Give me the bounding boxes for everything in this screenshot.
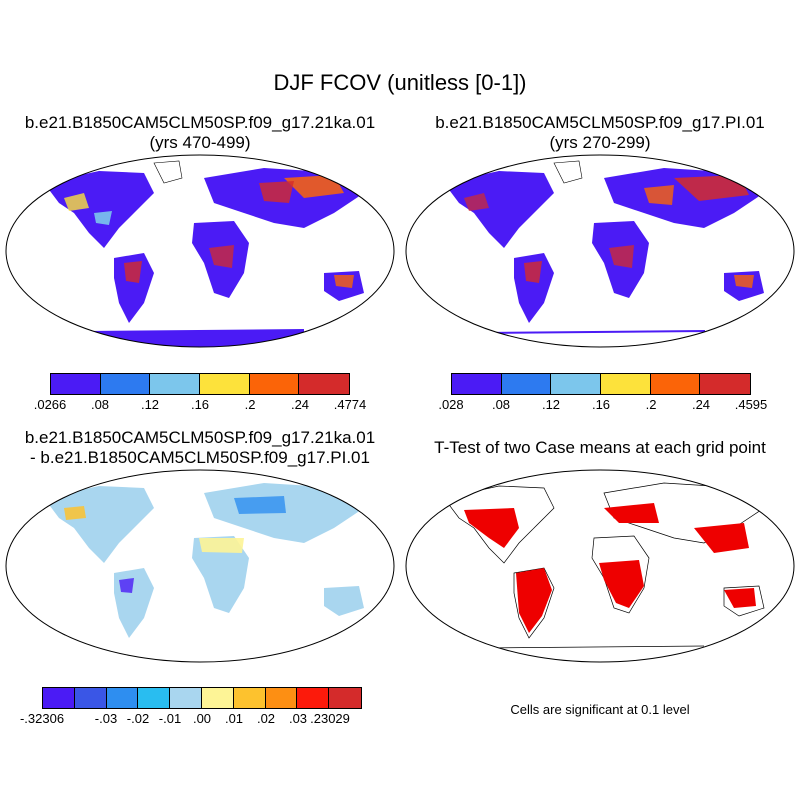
colorbar-box [452, 374, 502, 394]
colorbar-tick-label: .0266 [33, 397, 67, 412]
colorbar-tick-label: -.01 [158, 711, 182, 726]
significant-cells [464, 503, 756, 633]
colorbar-box [199, 374, 250, 394]
colorbar-box [297, 688, 330, 708]
colorbar-box [329, 688, 361, 708]
colorbar-tick-label: .01 [224, 711, 244, 726]
map-difference [5, 469, 395, 663]
colorbar-tick-label: -.02 [126, 711, 150, 726]
colorbar-tick-label: .24 [691, 397, 711, 412]
panel3-title-line2: - b.e21.B1850CAM5CLM50SP.f09_g17.PI.01 [30, 448, 370, 467]
colorbar-tick-label: .02 [256, 711, 276, 726]
colorbar-tick-label: .4774 [333, 397, 367, 412]
colorbar-pi [451, 373, 751, 395]
colorbar-tick-label: .03 [288, 711, 308, 726]
colorbar-tick-label: .2 [645, 397, 657, 412]
map-border [405, 469, 795, 663]
land-pi [444, 160, 764, 347]
map-21ka [5, 154, 395, 348]
colorbar-tick-label: .16 [190, 397, 210, 412]
colorbar-difference [42, 687, 362, 709]
panel3-title: b.e21.B1850CAM5CLM50SP.f09_g17.21ka.01 -… [0, 428, 400, 468]
colorbar-box [249, 374, 300, 394]
colorbar-tick-label: -.32306 [19, 711, 65, 726]
colorbar-tick-label: .08 [90, 397, 110, 412]
map-pi [405, 154, 795, 348]
significance-note: Cells are significant at 0.1 level [510, 702, 690, 717]
colorbar-box [700, 374, 750, 394]
colorbar-tick-label: .12 [541, 397, 561, 412]
colorbar-box [51, 374, 101, 394]
land-21ka [44, 160, 364, 347]
panel1-title: b.e21.B1850CAM5CLM50SP.f09_g17.21ka.01 (… [0, 113, 400, 153]
colorbar-tick-label: .24 [290, 397, 310, 412]
map-border [405, 154, 795, 348]
colorbar-box [150, 374, 200, 394]
colorbar-box [233, 688, 266, 708]
colorbar-box [100, 374, 151, 394]
land-difference [44, 483, 364, 638]
colorbar-tick-label: .028 [438, 397, 464, 412]
panel1-title-line1: b.e21.B1850CAM5CLM50SP.f09_g17.21ka.01 [24, 113, 376, 132]
colorbar-tick-label: .4595 [734, 397, 768, 412]
colorbar-tick-label: -.03 [94, 711, 118, 726]
colorbar-tick-label: .16 [591, 397, 611, 412]
colorbar-box [201, 688, 234, 708]
panel2-title: b.e21.B1850CAM5CLM50SP.f09_g17.PI.01 (yr… [400, 113, 800, 153]
map-border [5, 154, 395, 348]
colorbar-box [106, 688, 139, 708]
colorbar-21ka [50, 373, 350, 395]
panel3-title-line1: b.e21.B1850CAM5CLM50SP.f09_g17.21ka.01 [24, 428, 376, 447]
colorbar-box [600, 374, 651, 394]
colorbar-box [170, 688, 202, 708]
colorbar-box [43, 688, 75, 708]
figure-title: DJF FCOV (unitless [0-1]) [273, 70, 527, 95]
panel4-title: T-Test of two Case means at each grid po… [400, 438, 800, 458]
panel2-title-line2: (yrs 270-299) [549, 133, 651, 152]
colorbar-tick-label: .08 [491, 397, 511, 412]
colorbar-box [299, 374, 349, 394]
colorbar-tick-label: .12 [140, 397, 160, 412]
colorbar-box [265, 688, 298, 708]
colorbar-box [74, 688, 107, 708]
colorbar-box [650, 374, 701, 394]
map-border [5, 469, 395, 663]
colorbar-box [551, 374, 601, 394]
panel4-title-line1: T-Test of two Case means at each grid po… [434, 438, 766, 457]
colorbar-tick-label: .2 [244, 397, 256, 412]
land-outlines [443, 482, 765, 649]
panel2-title-line1: b.e21.B1850CAM5CLM50SP.f09_g17.PI.01 [435, 113, 765, 132]
colorbar-tick-label: .00 [192, 711, 212, 726]
map-ttest [405, 469, 795, 663]
colorbar-tick-label: .23029 [310, 711, 350, 726]
colorbar-box [138, 688, 171, 708]
panel1-title-line2: (yrs 470-499) [149, 133, 251, 152]
colorbar-box [501, 374, 552, 394]
